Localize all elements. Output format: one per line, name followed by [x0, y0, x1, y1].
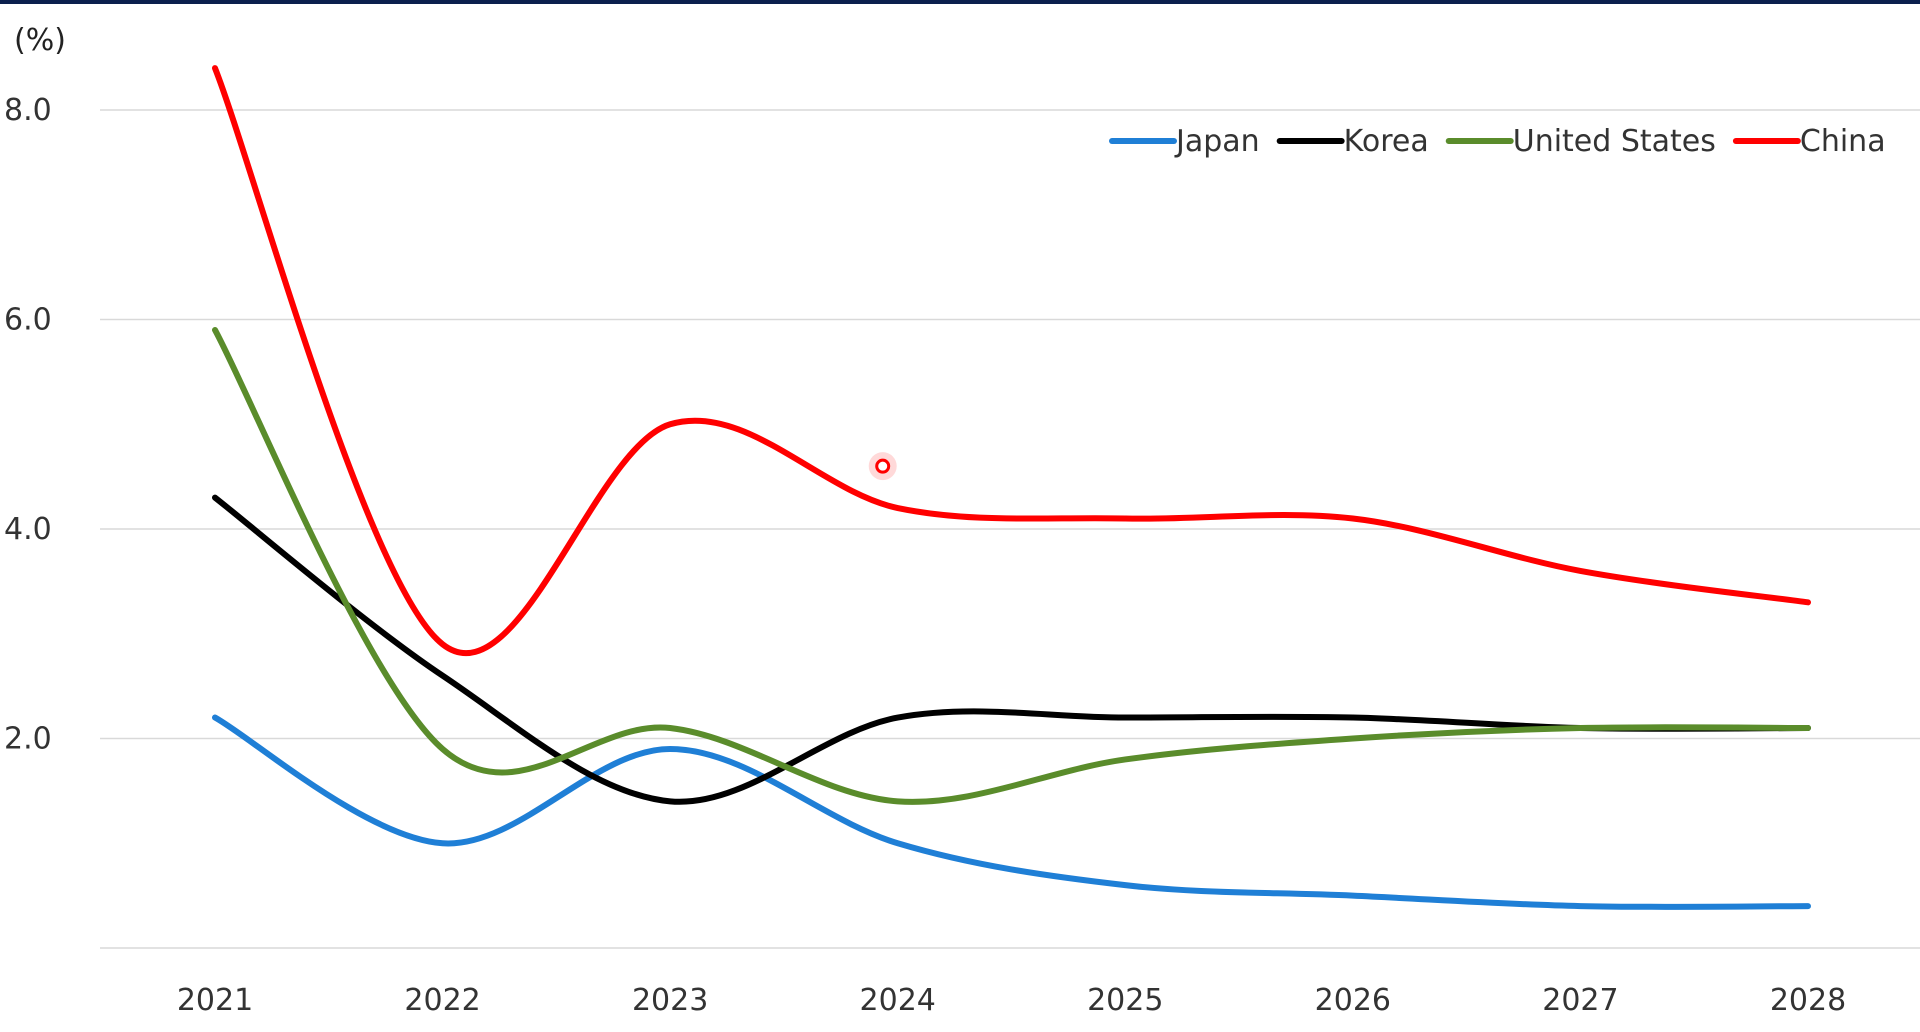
legend-label-united-states: United States — [1513, 124, 1716, 159]
x-tick-label: 2022 — [404, 983, 480, 1018]
x-tick-label: 2025 — [1087, 983, 1163, 1018]
x-tick-label: 2028 — [1770, 983, 1846, 1018]
series-line-china — [212, 65, 1811, 656]
y-tick-label: 6.0 — [4, 303, 52, 338]
y-tick-label: 4.0 — [4, 512, 52, 547]
x-tick-label: 2023 — [632, 983, 708, 1018]
legend-label-korea: Korea — [1344, 124, 1429, 159]
y-axis-ticks: 2.0 4.0 6.0 8.0 — [4, 93, 52, 757]
y-axis-unit: (%) — [14, 23, 66, 58]
legend: Japan Korea United States China — [1109, 124, 1886, 159]
x-tick-label: 2027 — [1542, 983, 1618, 1018]
legend-label-japan: Japan — [1174, 124, 1260, 159]
x-tick-label: 2024 — [860, 983, 936, 1018]
annotation-marker — [875, 458, 891, 474]
series-lines — [212, 65, 1811, 910]
grid-lines — [100, 109, 1920, 949]
series-line-japan — [212, 714, 1811, 910]
legend-label-china: China — [1800, 124, 1886, 159]
series-line-united-states — [212, 326, 1811, 805]
x-tick-label: 2026 — [1315, 983, 1391, 1018]
y-tick-label: 8.0 — [4, 93, 52, 128]
x-tick-label: 2021 — [177, 983, 253, 1018]
x-axis-ticks: 2021 2022 2023 2024 2025 2026 2027 2028 — [177, 983, 1846, 1018]
top-border — [0, 0, 1920, 4]
y-tick-label: 2.0 — [4, 722, 52, 757]
annotations — [868, 452, 897, 481]
